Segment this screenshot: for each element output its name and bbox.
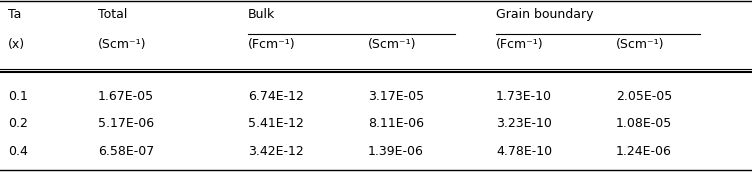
Text: (x): (x) [8,38,25,51]
Text: 0.1: 0.1 [8,90,28,103]
Text: 4.78E-10: 4.78E-10 [496,145,552,158]
Text: 3.42E-12: 3.42E-12 [248,145,304,158]
Text: (Scm⁻¹): (Scm⁻¹) [368,38,417,51]
Text: 1.24E-06: 1.24E-06 [616,145,672,158]
Text: 3.17E-05: 3.17E-05 [368,90,424,103]
Text: 5.41E-12: 5.41E-12 [248,117,304,130]
Text: (Fcm⁻¹): (Fcm⁻¹) [248,38,296,51]
Text: 1.08E-05: 1.08E-05 [616,117,672,130]
Text: 0.4: 0.4 [8,145,28,158]
Text: (Fcm⁻¹): (Fcm⁻¹) [496,38,544,51]
Text: Grain boundary: Grain boundary [496,8,593,21]
Text: 8.11E-06: 8.11E-06 [368,117,424,130]
Text: 1.73E-10: 1.73E-10 [496,90,552,103]
Text: Bulk: Bulk [248,8,275,21]
Text: 1.39E-06: 1.39E-06 [368,145,424,158]
Text: Ta: Ta [8,8,21,21]
Text: 6.58E-07: 6.58E-07 [98,145,154,158]
Text: Total: Total [98,8,127,21]
Text: 5.17E-06: 5.17E-06 [98,117,154,130]
Text: (Scm⁻¹): (Scm⁻¹) [98,38,147,51]
Text: 6.74E-12: 6.74E-12 [248,90,304,103]
Text: 2.05E-05: 2.05E-05 [616,90,672,103]
Text: 3.23E-10: 3.23E-10 [496,117,552,130]
Text: 0.2: 0.2 [8,117,28,130]
Text: 1.67E-05: 1.67E-05 [98,90,154,103]
Text: (Scm⁻¹): (Scm⁻¹) [616,38,665,51]
